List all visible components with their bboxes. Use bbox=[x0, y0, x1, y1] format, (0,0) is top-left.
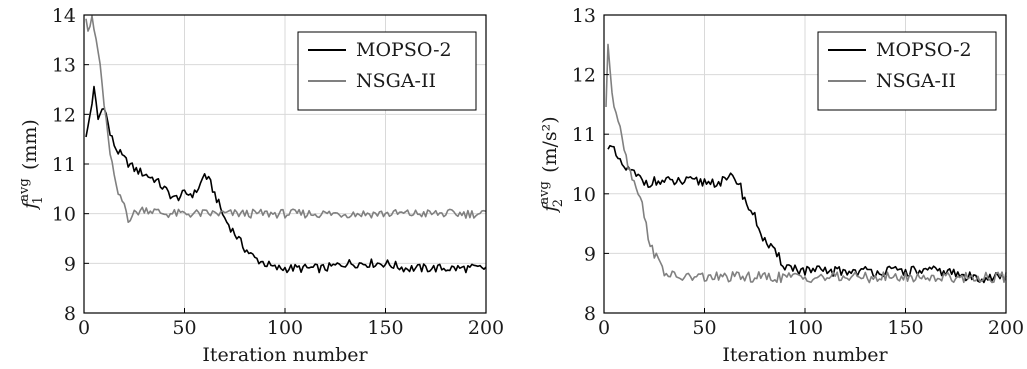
legend-label: MOPSO-2 bbox=[356, 39, 452, 61]
x-tick-label: 50 bbox=[692, 317, 716, 339]
y-tick-label: 9 bbox=[64, 253, 76, 275]
y-tick-label: 13 bbox=[52, 55, 76, 77]
legend-label: MOPSO-2 bbox=[876, 39, 972, 61]
legend-label: NSGA-II bbox=[356, 70, 436, 92]
x-tick-label: 100 bbox=[267, 317, 303, 339]
y-tick-label: 14 bbox=[52, 5, 76, 27]
y-tick-label: 9 bbox=[584, 243, 596, 265]
y-tick-label: 12 bbox=[572, 65, 596, 87]
chart-panel-left: 0 50 100 150 200 8 9 10 11 12 13 14 Iteration number… bbox=[17, 5, 504, 366]
x-tick-label: 50 bbox=[172, 317, 196, 339]
series-line-nsga-ii bbox=[605, 43, 1007, 284]
y-tick-label: 12 bbox=[52, 104, 76, 126]
x-tick-label: 0 bbox=[78, 317, 90, 339]
series-line-nsga-ii bbox=[85, 15, 487, 223]
chart-panel-right: 0 50 100 150 200 8 9 10 11 12 13 Iteration number fa… bbox=[537, 5, 1024, 366]
x-axis-label: Iteration number bbox=[202, 344, 368, 366]
y-axis-label: favg2 (m/s²) bbox=[537, 116, 566, 213]
legend-label: NSGA-II bbox=[876, 70, 956, 92]
x-tick-label: 150 bbox=[887, 317, 923, 339]
x-tick-label: 100 bbox=[787, 317, 823, 339]
series-line-mopso-2 bbox=[85, 85, 487, 274]
x-tick-label: 200 bbox=[468, 317, 504, 339]
y-tick-label: 11 bbox=[572, 124, 596, 146]
y-tick-label: 11 bbox=[52, 154, 76, 176]
y-tick-label: 8 bbox=[64, 303, 76, 325]
y-tick-label: 13 bbox=[572, 5, 596, 27]
y-tick-label: 8 bbox=[584, 303, 596, 325]
y-axis-label: favg1 (mm) bbox=[17, 119, 46, 211]
x-axis-label: Iteration number bbox=[722, 344, 888, 366]
legend-box bbox=[817, 31, 997, 111]
y-tick-label: 10 bbox=[572, 184, 596, 206]
x-tick-label: 0 bbox=[598, 317, 610, 339]
series-line-mopso-2 bbox=[607, 144, 1007, 284]
x-tick-label: 150 bbox=[367, 317, 403, 339]
y-tick-label: 10 bbox=[52, 204, 76, 226]
legend-box bbox=[297, 31, 477, 111]
x-tick-label: 200 bbox=[988, 317, 1024, 339]
